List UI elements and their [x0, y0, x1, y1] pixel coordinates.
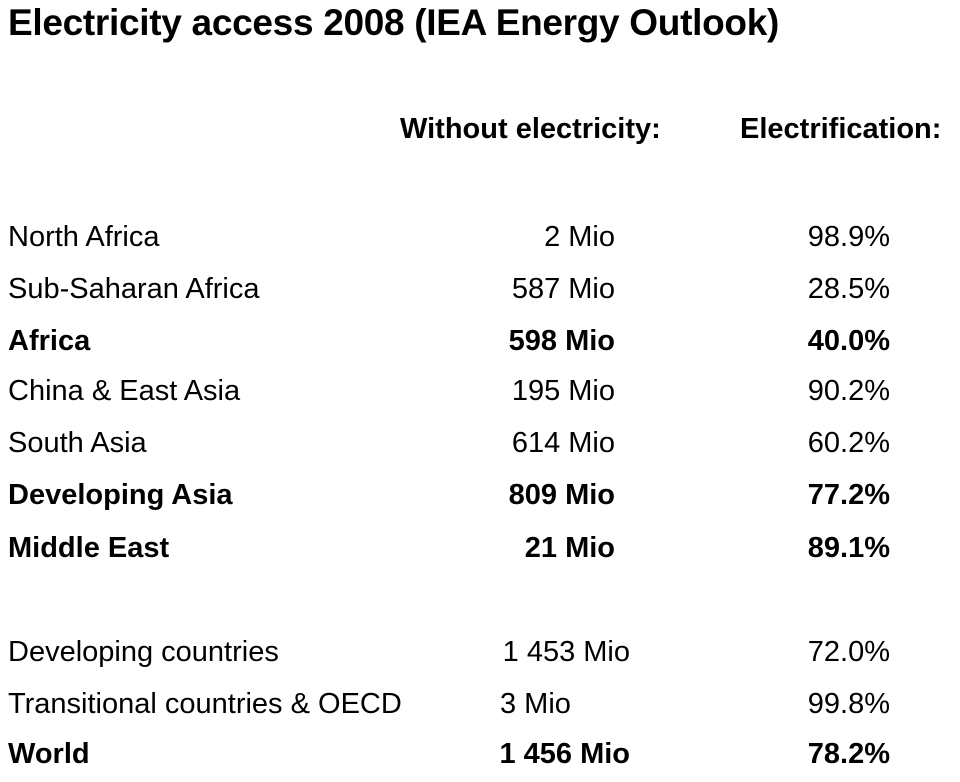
region-label: China & East Asia: [8, 375, 241, 407]
table-row: North Africa 2 Mio 98.9%: [0, 221, 960, 265]
table-row: Middle East 21 Mio 89.1%: [0, 532, 960, 576]
electrification-value: 90.2%: [807, 375, 890, 407]
electrification-value: 77.2%: [807, 479, 890, 511]
table-row: Developing Asia 809 Mio 77.2%: [0, 479, 960, 523]
table-row: Africa 598 Mio 40.0%: [0, 325, 960, 369]
region-label: World: [8, 738, 90, 770]
region-label: Sub-Saharan Africa: [8, 273, 260, 305]
table-row: China & East Asia 195 Mio 90.2%: [0, 375, 960, 419]
without-electricity-value: 587 Mio: [511, 273, 615, 305]
electrification-value: 40.0%: [807, 325, 890, 357]
region-label: Middle East: [8, 532, 170, 564]
without-electricity-value: 1 456 Mio: [499, 738, 630, 770]
without-electricity-value: 3 Mio: [500, 688, 571, 720]
without-electricity-value: 2 Mio: [544, 221, 615, 253]
region-label: North Africa: [8, 221, 160, 253]
table-row-summary: Transitional countries & OECD 3 Mio 99.8…: [0, 688, 960, 732]
region-label: South Asia: [8, 427, 147, 459]
header-without-electricity: Without electricity:: [400, 113, 661, 145]
region-label: Transitional countries & OECD: [8, 688, 402, 720]
table-row-summary: Developing countries 1 453 Mio 72.0%: [0, 636, 960, 680]
table-row: Sub-Saharan Africa 587 Mio 28.5%: [0, 273, 960, 317]
without-electricity-value: 809 Mio: [508, 479, 615, 511]
header-electrification: Electrification:: [740, 113, 942, 145]
electrification-value: 99.8%: [807, 688, 890, 720]
region-label: Developing countries: [8, 636, 279, 668]
electrification-value: 89.1%: [807, 532, 890, 564]
electrification-value: 60.2%: [807, 427, 890, 459]
region-label: Africa: [8, 325, 91, 357]
electrification-value: 78.2%: [807, 738, 890, 770]
table-row: South Asia 614 Mio 60.2%: [0, 427, 960, 471]
without-electricity-value: 21 Mio: [524, 532, 615, 564]
page-title: Electricity access 2008 (IEA Energy Outl…: [8, 2, 779, 43]
region-label: Developing Asia: [8, 479, 233, 511]
without-electricity-value: 598 Mio: [508, 325, 615, 357]
table-row-summary: World 1 456 Mio 78.2%: [0, 738, 960, 782]
electrification-value: 28.5%: [807, 273, 890, 305]
without-electricity-value: 195 Mio: [511, 375, 615, 407]
without-electricity-value: 614 Mio: [511, 427, 615, 459]
electrification-value: 98.9%: [807, 221, 890, 253]
without-electricity-value: 1 453 Mio: [502, 636, 630, 668]
electrification-value: 72.0%: [807, 636, 890, 668]
